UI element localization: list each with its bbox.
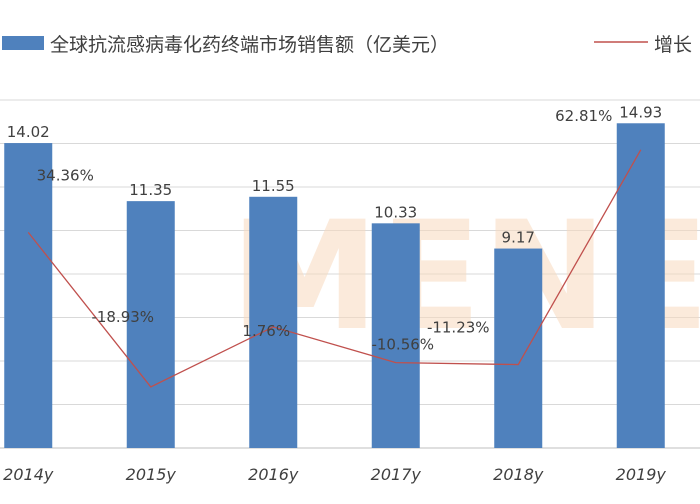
growth-value-label: -18.93% — [91, 308, 154, 326]
legend: 全球抗流感病毒化药终端市场销售额（亿美元） 增长 — [2, 34, 692, 56]
bar-value-label: 14.93 — [619, 103, 662, 121]
growth-value-label: 62.81% — [555, 107, 612, 125]
bar-2015y — [126, 201, 175, 448]
bar-value-label: 9.17 — [502, 229, 535, 247]
x-tick-label: 2018y — [493, 465, 544, 484]
bar-2014y — [4, 143, 53, 448]
growth-value-label: 34.36% — [37, 166, 94, 184]
growth-line — [27, 149, 642, 388]
x-tick-label: 2019y — [616, 465, 667, 484]
data-labels: 14.02 11.35 11.55 10.33 9.17 14.93 34.36% -18.9… — [7, 103, 662, 353]
bar-series — [4, 123, 665, 449]
legend-bar-label: 全球抗流感病毒化药终端市场销售额（亿美元） — [50, 34, 449, 56]
bar-value-label: 11.55 — [252, 177, 295, 195]
x-tick-label: 2016y — [248, 465, 299, 484]
x-tick-label: 2014y — [3, 465, 54, 484]
bar-value-label: 14.02 — [7, 123, 50, 141]
growth-value-label: -11.23% — [427, 319, 490, 337]
legend-bar-swatch — [2, 36, 44, 50]
growth-value-label: -10.56% — [371, 336, 434, 354]
legend-line-label: 增长 — [654, 34, 692, 56]
growth-line-series — [27, 149, 642, 388]
x-axis: 2014y 2015y 2016y 2017y 2018y 2019y — [3, 465, 666, 484]
bar-value-label: 10.33 — [374, 203, 417, 221]
bar-2017y — [371, 223, 420, 448]
x-tick-label: 2017y — [371, 465, 422, 484]
growth-value-label: 1.76% — [242, 322, 290, 340]
bar-2019y — [616, 123, 665, 449]
x-tick-label: 2015y — [126, 465, 177, 484]
gridlines — [0, 99, 700, 449]
bar-2018y — [494, 248, 543, 448]
bar-value-label: 11.35 — [129, 181, 172, 199]
bar-2016y — [249, 196, 298, 448]
